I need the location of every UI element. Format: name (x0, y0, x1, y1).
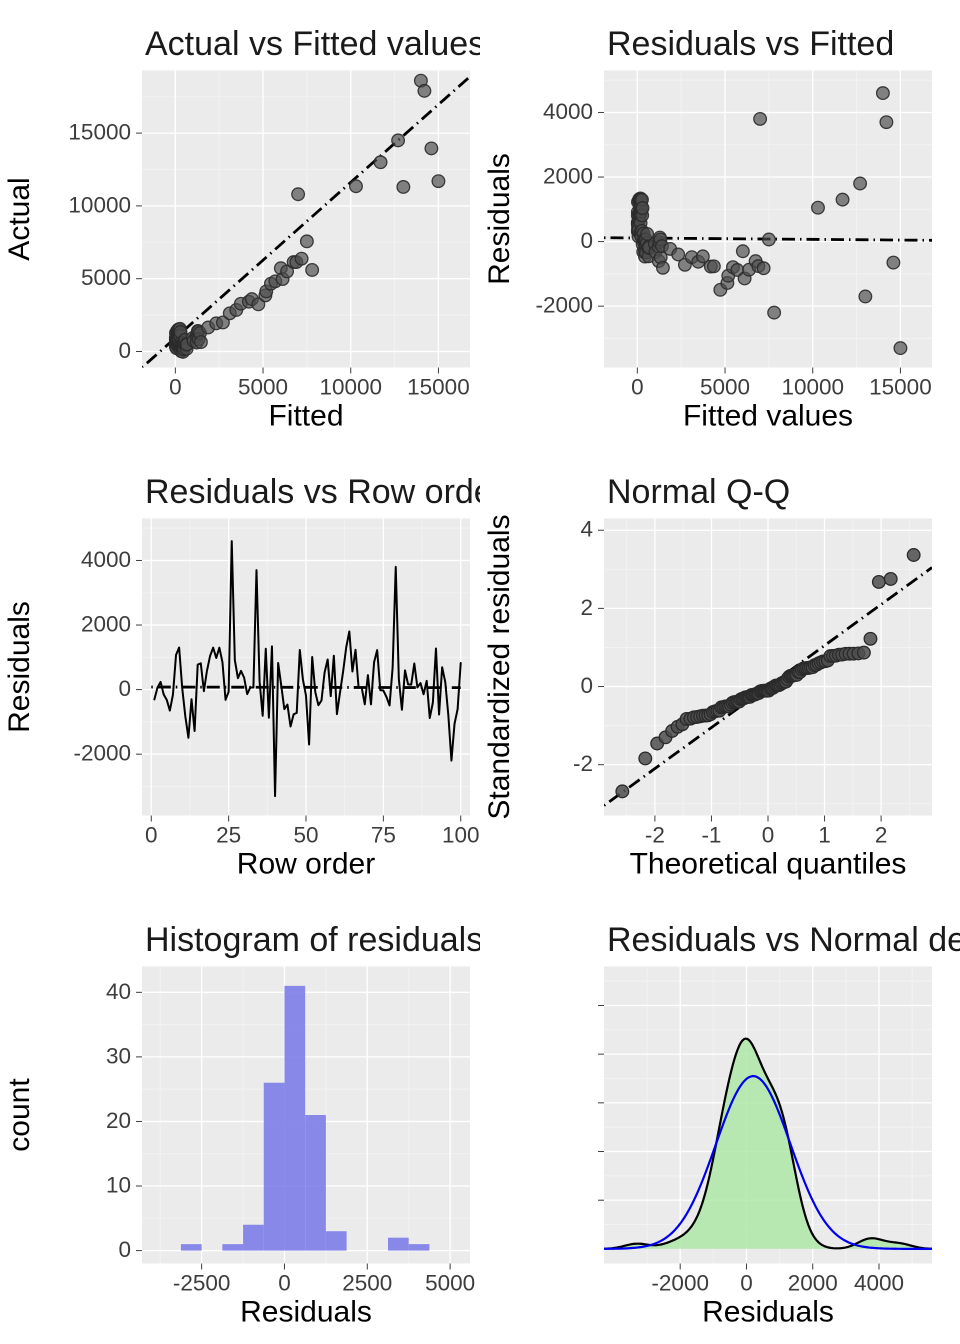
svg-text:Residuals vs Fitted: Residuals vs Fitted (607, 25, 894, 63)
svg-text:5000: 5000 (238, 375, 288, 400)
svg-text:Standardized residuals: Standardized residuals (483, 514, 516, 819)
svg-text:2000: 2000 (543, 164, 593, 189)
svg-text:1: 1 (818, 823, 831, 848)
svg-text:0: 0 (145, 823, 158, 848)
svg-text:Row order: Row order (237, 848, 375, 881)
svg-text:10000: 10000 (781, 375, 844, 400)
svg-text:-2: -2 (573, 751, 593, 776)
svg-text:75: 75 (371, 823, 396, 848)
svg-text:4000: 4000 (81, 547, 131, 572)
svg-text:Theoretical quantiles: Theoretical quantiles (630, 848, 907, 881)
svg-text:Residuals: Residuals (3, 601, 36, 733)
svg-text:5000: 5000 (700, 375, 750, 400)
svg-text:10: 10 (106, 1173, 131, 1198)
svg-text:0: 0 (740, 1271, 753, 1296)
svg-text:Histogram of residuals: Histogram of residuals (145, 921, 480, 959)
svg-text:0: 0 (118, 676, 131, 701)
svg-text:-2000: -2000 (535, 293, 593, 318)
svg-text:0: 0 (580, 673, 593, 698)
svg-text:2: 2 (875, 823, 888, 848)
svg-text:Normal Q-Q: Normal Q-Q (607, 473, 790, 511)
svg-text:0: 0 (580, 228, 593, 253)
svg-text:4000: 4000 (543, 99, 593, 124)
svg-text:15000: 15000 (869, 375, 932, 400)
svg-text:0: 0 (631, 375, 644, 400)
svg-text:30: 30 (106, 1043, 131, 1068)
svg-text:Fitted: Fitted (268, 400, 343, 433)
svg-text:Residuals vs Normal de: Residuals vs Normal de (607, 921, 960, 959)
svg-text:Residuals: Residuals (483, 153, 516, 285)
svg-text:-2: -2 (645, 823, 665, 848)
svg-text:40: 40 (106, 979, 131, 1004)
svg-text:4000: 4000 (854, 1271, 904, 1296)
svg-text:15000: 15000 (407, 375, 470, 400)
svg-text:4: 4 (580, 517, 593, 542)
svg-text:20: 20 (106, 1108, 131, 1133)
svg-text:Residuals: Residuals (702, 1296, 834, 1329)
svg-text:25: 25 (216, 823, 241, 848)
svg-text:5000: 5000 (81, 265, 131, 290)
svg-text:2500: 2500 (342, 1271, 392, 1296)
svg-text:Fitted values: Fitted values (683, 400, 853, 433)
svg-text:-1: -1 (701, 823, 721, 848)
svg-text:0: 0 (118, 1237, 131, 1262)
svg-text:2000: 2000 (81, 612, 131, 637)
svg-text:0: 0 (278, 1271, 291, 1296)
svg-text:50: 50 (293, 823, 318, 848)
svg-text:2000: 2000 (788, 1271, 838, 1296)
svg-text:-2000: -2000 (73, 741, 131, 766)
svg-text:Actual vs Fitted values: Actual vs Fitted values (145, 25, 480, 63)
svg-text:5000: 5000 (425, 1271, 475, 1296)
svg-text:0: 0 (118, 338, 131, 363)
svg-text:0: 0 (169, 375, 182, 400)
svg-text:Actual: Actual (3, 177, 36, 260)
svg-text:10000: 10000 (68, 192, 131, 217)
svg-text:15000: 15000 (68, 120, 131, 145)
svg-text:-2500: -2500 (173, 1271, 231, 1296)
svg-text:100: 100 (442, 823, 480, 848)
svg-text:0: 0 (762, 823, 775, 848)
svg-text:-2000: -2000 (651, 1271, 709, 1296)
svg-text:10000: 10000 (319, 375, 382, 400)
svg-text:count: count (3, 1078, 36, 1152)
svg-text:2: 2 (580, 595, 593, 620)
svg-text:Residuals vs Row order: Residuals vs Row order (145, 473, 480, 511)
svg-text:Residuals: Residuals (240, 1296, 372, 1329)
